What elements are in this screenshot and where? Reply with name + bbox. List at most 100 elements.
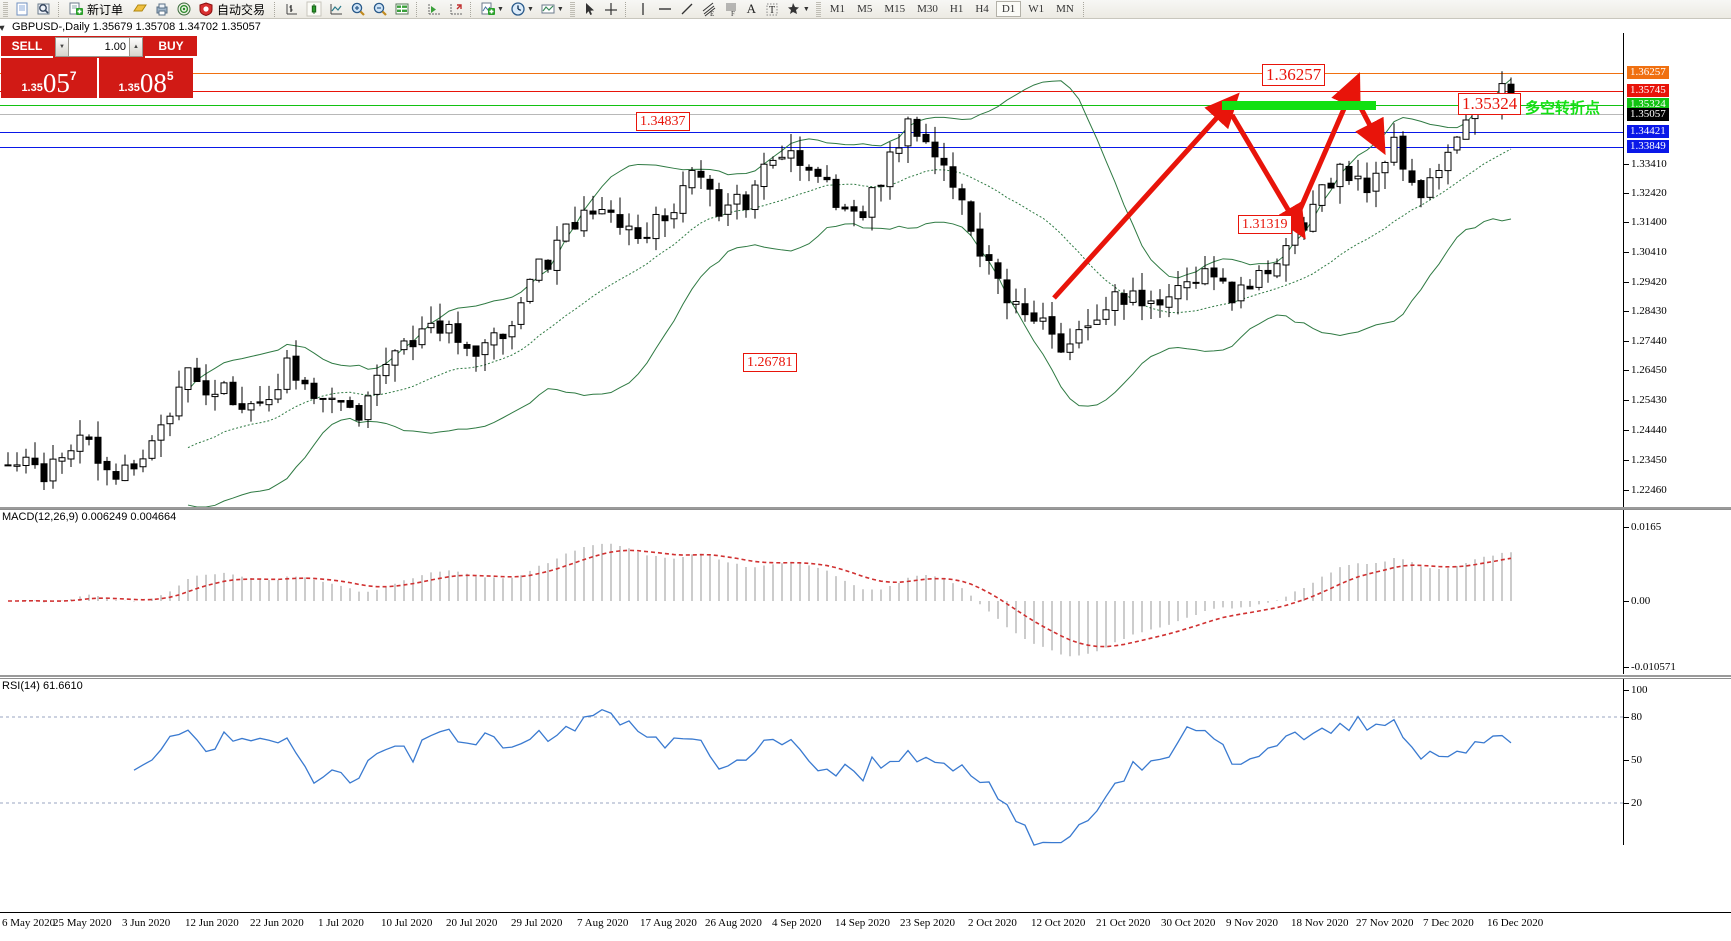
macd-scale: 0.0165 0.00 -0.010571 <box>1624 510 1731 674</box>
level-line-current <box>0 114 1624 115</box>
time-axis-label-1: 25 May 2020 <box>53 917 112 929</box>
one-click-trading-panel[interactable]: SELL ▼ 1.00 ▲ BUY 1.35 05 7 1.35 08 5 <box>1 36 197 98</box>
scale-tag-136257[interactable]: 1.36257 <box>1627 66 1669 79</box>
rsi-tick-1: 80 <box>1624 711 1642 723</box>
sell-button[interactable]: SELL <box>1 36 53 58</box>
time-axis-label-3: 12 Jun 2020 <box>185 917 239 929</box>
price-tick-label-7: 1.26450 <box>1631 364 1667 376</box>
expert-advisors-icon[interactable] <box>130 1 150 18</box>
volume-decrement-button[interactable]: ▼ <box>55 37 69 57</box>
zoom-in-icon[interactable] <box>348 1 368 18</box>
tab-timeframe-d1[interactable]: D1 <box>995 1 1022 17</box>
shapes-icon[interactable]: ▼ <box>784 1 812 18</box>
label-cn-turning-point[interactable]: 多空转折点 <box>1525 99 1601 117</box>
rsi-tick-3: 20 <box>1624 797 1642 809</box>
volume-input[interactable]: 1.00 <box>69 37 129 57</box>
indicators-icon[interactable]: ▼ <box>478 1 506 18</box>
chevron-down-icon-4[interactable]: ▼ <box>802 5 810 13</box>
toolbar-grip[interactable] <box>3 1 8 17</box>
tab-timeframe-h4[interactable]: H4 <box>975 3 989 15</box>
time-axis-label-20: 18 Nov 2020 <box>1291 917 1349 929</box>
tab-timeframe-m5[interactable]: M5 <box>857 3 873 15</box>
text-icon[interactable]: A <box>746 1 757 16</box>
trend-annotation-layer[interactable] <box>0 33 1624 508</box>
tab-timeframe-h1[interactable]: H1 <box>949 3 964 15</box>
level-line-blue-1[interactable] <box>0 132 1624 133</box>
auto-trading-label: 自动交易 <box>217 2 266 17</box>
trendline-icon[interactable] <box>677 1 697 18</box>
macd-canvas <box>7 543 1512 657</box>
strategy-tester-icon[interactable] <box>152 1 172 18</box>
volume-increment-button[interactable]: ▲ <box>129 37 143 57</box>
vertical-line-icon[interactable] <box>633 1 653 18</box>
scale-tag-133849[interactable]: 1.33849 <box>1627 140 1669 153</box>
data-window-icon[interactable] <box>392 1 412 18</box>
price-scale[interactable]: 1.36257 1.35745 1.35324 1.35057 1.34421 … <box>1624 33 1731 508</box>
new-order-label: 新订单 <box>87 2 124 17</box>
signals-icon[interactable] <box>174 1 194 18</box>
level-line-green[interactable] <box>0 105 1624 106</box>
tab-timeframe-m30[interactable]: M30 <box>917 3 938 15</box>
templates-icon[interactable]: ▼ <box>538 1 566 18</box>
scale-tag-135324[interactable]: 1.35324 <box>1627 98 1669 111</box>
macd-pane[interactable]: MACD(12,26,9) 0.006249 0.004664 0.0165 0… <box>0 509 1731 674</box>
buy-button[interactable]: BUY <box>145 36 197 58</box>
horizontal-line-icon[interactable] <box>655 1 675 18</box>
toolbar-separator <box>58 1 62 17</box>
tab-timeframe-w1[interactable]: W1 <box>1028 3 1045 15</box>
chevron-down-icon[interactable]: ▼ <box>497 5 504 13</box>
chart-area[interactable]: 1.34837 1.26781 1.35324 1.36257 1.31319 … <box>0 33 1731 910</box>
chevron-down-icon-3[interactable]: ▼ <box>556 5 564 13</box>
volume-stepper[interactable]: ▼ 1.00 ▲ <box>53 36 145 58</box>
chart-shift-icon[interactable] <box>446 1 466 18</box>
buy-price[interactable]: 1.35 08 5 <box>97 58 193 98</box>
toolbar-grip-2[interactable] <box>569 1 575 17</box>
pane-divider-1[interactable] <box>0 507 1731 509</box>
price-tick-label-5: 1.28430 <box>1631 305 1667 317</box>
auto-trading-button[interactable]: 自动交易 <box>196 1 270 18</box>
svg-text:E: E <box>710 10 714 17</box>
tab-timeframe-mn[interactable]: MN <box>1056 3 1074 15</box>
level-line-orange[interactable] <box>0 73 1624 74</box>
periods-icon[interactable]: ▼ <box>508 1 536 18</box>
text-label-icon[interactable]: T <box>762 1 782 18</box>
tab-timeframe-m15[interactable]: M15 <box>884 3 906 15</box>
toolbar-grip-3[interactable] <box>815 1 821 17</box>
auto-scroll-icon[interactable] <box>424 1 444 18</box>
market-watch-icon[interactable] <box>34 1 54 18</box>
price-tick-3: 1.30410 <box>1624 246 1667 258</box>
equidistant-channel-icon[interactable]: E <box>699 1 719 18</box>
time-axis-label-17: 21 Oct 2020 <box>1096 917 1151 929</box>
time-axis[interactable]: 6 May 2020 25 May 2020 3 Jun 2020 12 Jun 20… <box>0 912 1731 941</box>
candlestick-chart-icon[interactable] <box>304 1 324 18</box>
pane-divider-2[interactable] <box>0 675 1731 677</box>
rsi-tick-2: 50 <box>1624 754 1642 766</box>
label-131319[interactable]: 1.31319 <box>1238 215 1292 234</box>
bar-chart-icon[interactable] <box>282 1 302 18</box>
new-chart-icon[interactable] <box>12 1 32 18</box>
sell-price[interactable]: 1.35 05 7 <box>1 58 97 98</box>
price-tick-label-3: 1.30410 <box>1631 246 1667 258</box>
level-line-blue-2[interactable] <box>0 147 1624 148</box>
price-tick-10: 1.23450 <box>1624 454 1667 466</box>
label-126781[interactable]: 1.26781 <box>743 353 797 372</box>
rsi-pane[interactable]: RSI(14) 61.6610 100 80 50 20 <box>0 678 1731 846</box>
label-135324[interactable]: 1.35324 <box>1458 93 1522 115</box>
tab-timeframe-m1[interactable]: M1 <box>829 3 846 15</box>
price-pane[interactable]: 1.34837 1.26781 1.35324 1.36257 1.31319 … <box>0 33 1731 508</box>
macd-tick-label-1: 0.00 <box>1631 595 1651 607</box>
cursor-icon[interactable] <box>579 1 599 18</box>
line-chart-icon[interactable] <box>326 1 346 18</box>
label-136257[interactable]: 1.36257 <box>1262 64 1326 86</box>
price-tick-4: 1.29420 <box>1624 276 1667 288</box>
scale-tag-135745[interactable]: 1.35745 <box>1627 84 1669 97</box>
crosshair-icon[interactable] <box>601 1 621 18</box>
new-order-button[interactable]: 新订单 <box>66 1 128 18</box>
chevron-down-icon-2[interactable]: ▼ <box>526 5 534 13</box>
label-134837[interactable]: 1.34837 <box>636 112 690 131</box>
zoom-out-icon[interactable] <box>370 1 390 18</box>
fibonacci-retracement-icon[interactable]: F <box>721 1 741 18</box>
svg-text:T: T <box>769 5 775 16</box>
scale-tag-134421[interactable]: 1.34421 <box>1627 125 1669 138</box>
level-line-red[interactable] <box>0 91 1624 92</box>
